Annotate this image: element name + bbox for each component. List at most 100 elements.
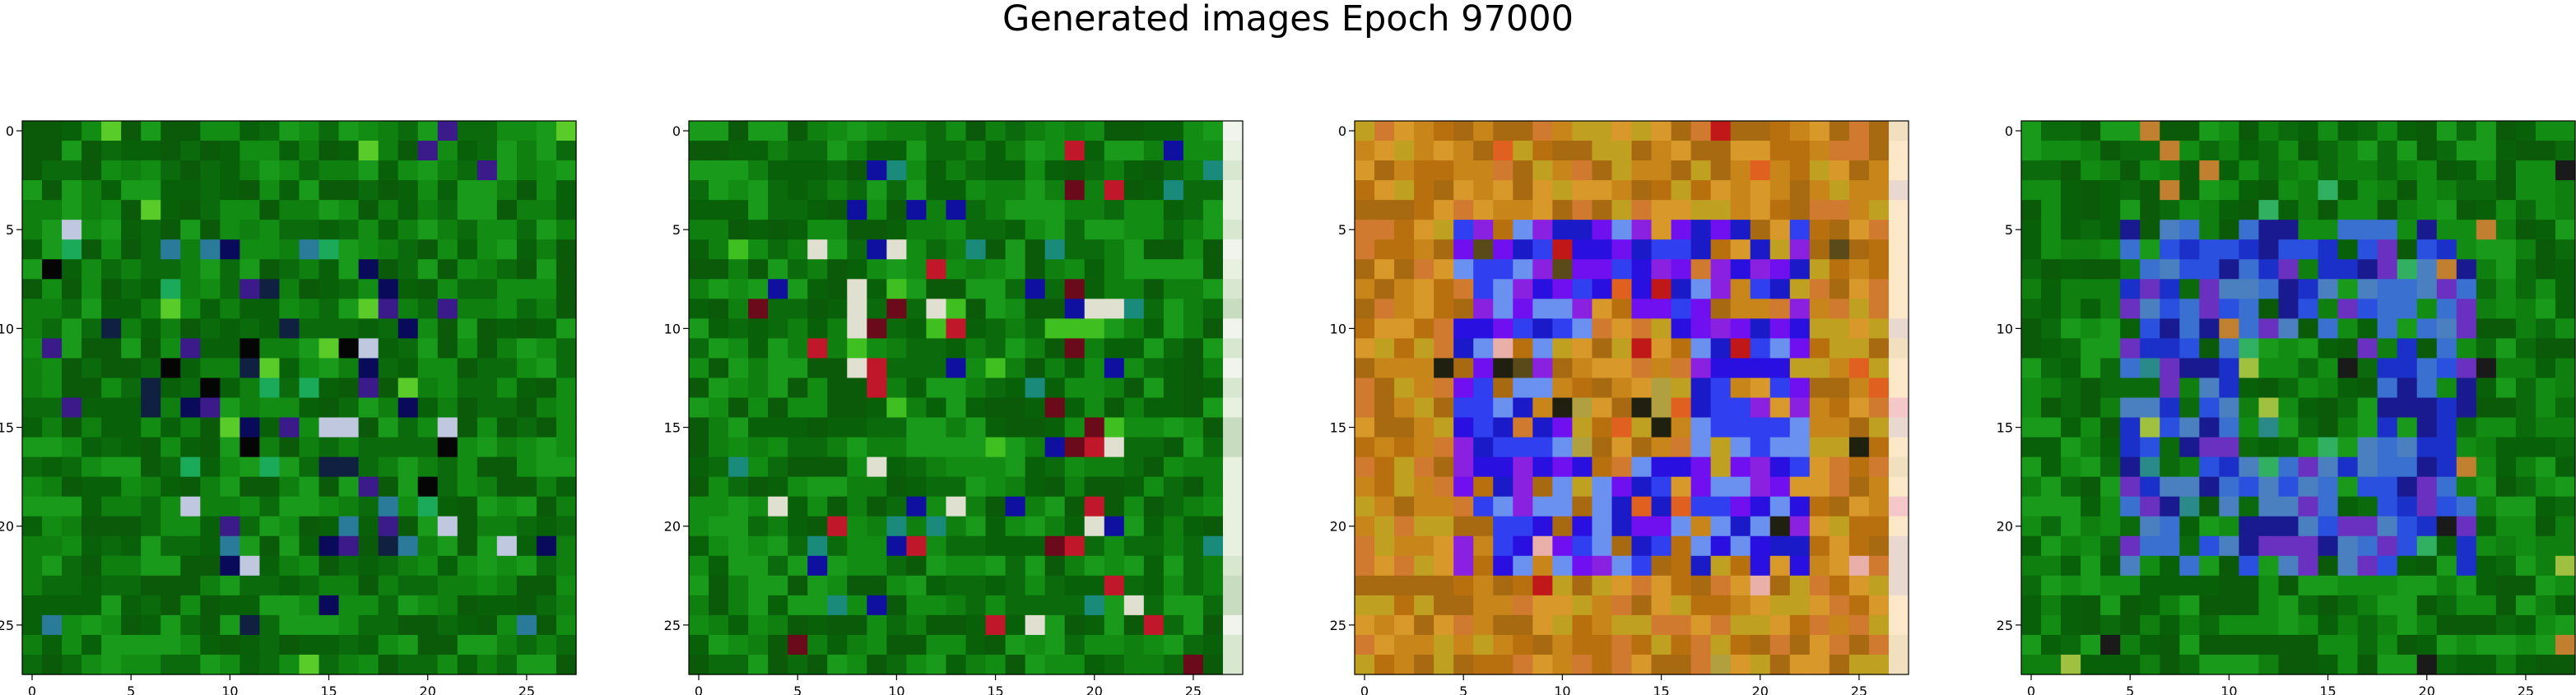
pixel-cell: [1611, 496, 1633, 517]
pixel-cell: [1163, 614, 1184, 636]
pixel-cell: [2515, 456, 2536, 478]
pixel-cell: [1414, 595, 1434, 616]
pixel-cell: [2219, 437, 2239, 458]
pixel-cell: [2100, 259, 2121, 280]
pixel-cell: [358, 575, 379, 596]
pixel-cell: [2278, 496, 2299, 517]
pixel-cell: [2318, 338, 2339, 359]
pixel-cell: [1104, 141, 1125, 161]
pixel-cell: [1671, 160, 1692, 181]
pixel-cell: [239, 417, 261, 438]
pixel-cell: [827, 555, 848, 577]
pixel-cell: [101, 634, 122, 656]
pixel-cell: [1222, 417, 1244, 438]
pixel-cell: [319, 160, 340, 181]
pixel-cell: [1005, 595, 1026, 616]
pixel-cell: [259, 456, 281, 478]
pixel-cell: [768, 634, 788, 656]
pixel-cell: [2140, 378, 2160, 399]
pixel-cell: [1025, 180, 1046, 201]
pixel-cell: [2120, 121, 2141, 141]
pixel-cell: [689, 417, 709, 438]
pixel-cell: [1394, 575, 1415, 596]
pixel-cell: [1222, 160, 1244, 181]
pixel-cell: [1611, 535, 1633, 557]
pixel-cell: [847, 358, 867, 379]
pixel-cell: [1592, 437, 1613, 458]
pixel-cell: [2456, 338, 2477, 359]
pixel-cell: [1710, 397, 1732, 419]
pixel-cell: [1572, 121, 1593, 141]
pixel-cell: [1611, 595, 1633, 616]
pixel-cell: [180, 318, 201, 339]
pixel-cell: [1414, 397, 1434, 419]
pixel-cell: [2120, 575, 2141, 596]
pixel-cell: [200, 535, 221, 557]
pixel-cell: [378, 141, 399, 161]
pixel-cell: [1750, 516, 1771, 537]
pixel-cell: [2377, 141, 2398, 161]
pixel-cell: [1789, 397, 1811, 419]
pixel-cell: [259, 358, 281, 379]
pixel-cell: [2278, 437, 2299, 458]
pixel-cell: [1848, 299, 1870, 319]
pixel-cell: [496, 654, 518, 675]
pixel-cell: [2219, 575, 2239, 596]
pixel-cell: [279, 496, 300, 517]
pixel-cell: [946, 476, 967, 498]
pixel-cell: [2337, 220, 2359, 240]
pixel-cell: [2041, 555, 2062, 577]
pixel-cell: [1044, 614, 1066, 636]
pixel-cell: [2219, 614, 2239, 636]
pixel-cell: [1084, 496, 1105, 517]
pixel-cell: [1025, 496, 1046, 517]
pixel-cell: [279, 259, 300, 280]
pixel-cell: [2436, 535, 2457, 557]
pixel-cell: [319, 141, 340, 161]
pixel-cell: [141, 338, 161, 359]
pixel-cell: [1868, 555, 1890, 577]
pixel-cell: [2318, 437, 2339, 458]
pixel-cell: [1552, 318, 1573, 339]
pixel-cell: [1829, 220, 1850, 240]
pixel-cell: [2436, 397, 2457, 419]
pixel-cell: [867, 496, 887, 517]
pixel-cell: [1084, 417, 1105, 438]
pixel-cell: [1710, 160, 1732, 181]
pixel-cell: [1769, 634, 1791, 656]
pixel-cell: [1789, 575, 1811, 596]
pixel-cell: [1730, 318, 1751, 339]
pixel-cell: [886, 535, 907, 557]
pixel-cell: [867, 318, 887, 339]
pixel-cell: [1414, 614, 1434, 636]
pixel-cell: [1710, 614, 1732, 636]
pixel-cell: [1730, 654, 1751, 675]
pixel-cell: [1848, 654, 1870, 675]
pixel-cell: [496, 180, 518, 201]
pixel-cell: [101, 318, 122, 339]
pixel-cell: [556, 259, 577, 280]
pixel-cell: [709, 437, 729, 458]
pixel-cell: [1183, 279, 1204, 299]
pixel-cell: [689, 141, 709, 161]
pixel-cell: [437, 378, 458, 399]
pixel-cell: [2337, 634, 2359, 656]
pixel-cell: [1848, 338, 1870, 359]
pixel-cell: [1730, 417, 1751, 438]
pixel-cell: [2100, 654, 2121, 675]
pixel-cell: [2278, 516, 2299, 537]
pixel-cell: [689, 397, 709, 419]
pixel-cell: [1631, 456, 1653, 478]
pixel-cell: [299, 496, 320, 517]
pixel-cell: [1690, 378, 1712, 399]
pixel-cell: [1394, 634, 1415, 656]
pixel-cell: [1829, 299, 1850, 319]
pixel-cell: [906, 614, 928, 636]
pixel-cell: [1025, 634, 1046, 656]
pixel-cell: [768, 358, 788, 379]
pixel-cell: [2100, 555, 2121, 577]
pixel-cell: [1710, 516, 1732, 537]
pixel-cell: [2081, 614, 2101, 636]
pixel-cell: [2416, 634, 2438, 656]
pixel-cell: [946, 180, 967, 201]
